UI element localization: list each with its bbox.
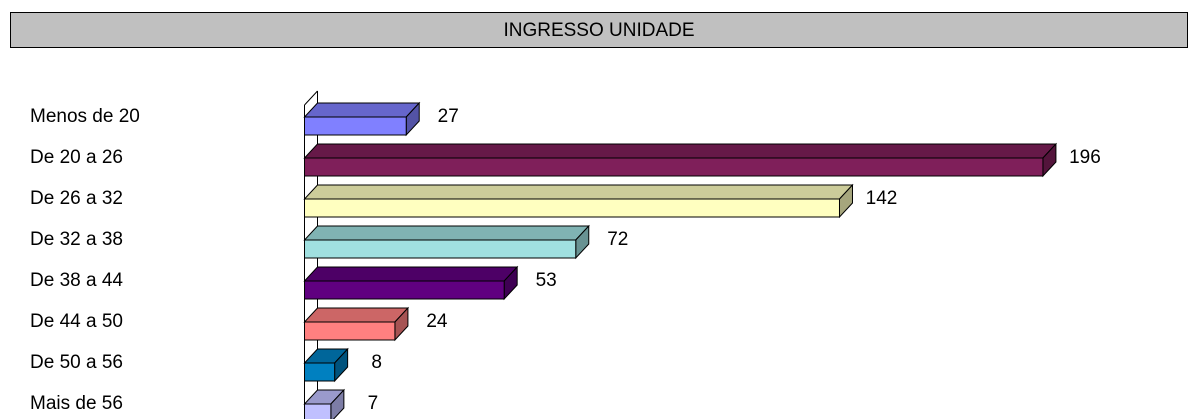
bar-front	[304, 116, 407, 136]
value-label: 72	[607, 229, 628, 250]
value-label: 8	[371, 352, 382, 373]
title-bar	[10, 12, 1188, 48]
value-label: 53	[536, 270, 557, 291]
chart-title: INGRESSO UNIDADE	[503, 20, 694, 41]
axis-depth-edge	[304, 90, 318, 106]
category-label: De 20 a 26	[30, 147, 123, 168]
value-label: 7	[368, 393, 379, 414]
bar-top	[303, 266, 519, 282]
category-label: Menos de 20	[30, 106, 140, 127]
value-label: 24	[426, 311, 448, 332]
category-label: De 44 a 50	[30, 311, 123, 332]
bar	[303, 224, 590, 260]
bar-front	[304, 362, 336, 382]
bar-front	[304, 321, 396, 341]
bar	[303, 101, 421, 137]
bar-top	[303, 225, 590, 241]
bar	[303, 388, 346, 419]
bar-top	[303, 143, 1058, 159]
bar-top	[303, 307, 410, 323]
bar-front	[304, 198, 840, 218]
bar-front	[304, 157, 1044, 177]
bar	[303, 347, 349, 383]
value-label: 196	[1069, 147, 1101, 168]
category-label: De 32 a 38	[30, 229, 123, 250]
category-label: De 38 a 44	[30, 270, 123, 291]
category-label: Mais de 56	[30, 393, 123, 414]
category-label: De 26 a 32	[30, 188, 123, 209]
bar	[303, 306, 410, 342]
bar-front	[304, 280, 505, 300]
bar	[303, 265, 519, 301]
value-label: 142	[866, 188, 898, 209]
bar-top	[303, 184, 854, 200]
value-label: 27	[438, 106, 459, 127]
bar-front	[304, 239, 577, 259]
bar-top	[303, 102, 421, 118]
category-label: De 50 a 56	[30, 352, 123, 373]
bar	[303, 142, 1058, 178]
bar	[303, 183, 854, 219]
bar-front	[304, 403, 332, 419]
